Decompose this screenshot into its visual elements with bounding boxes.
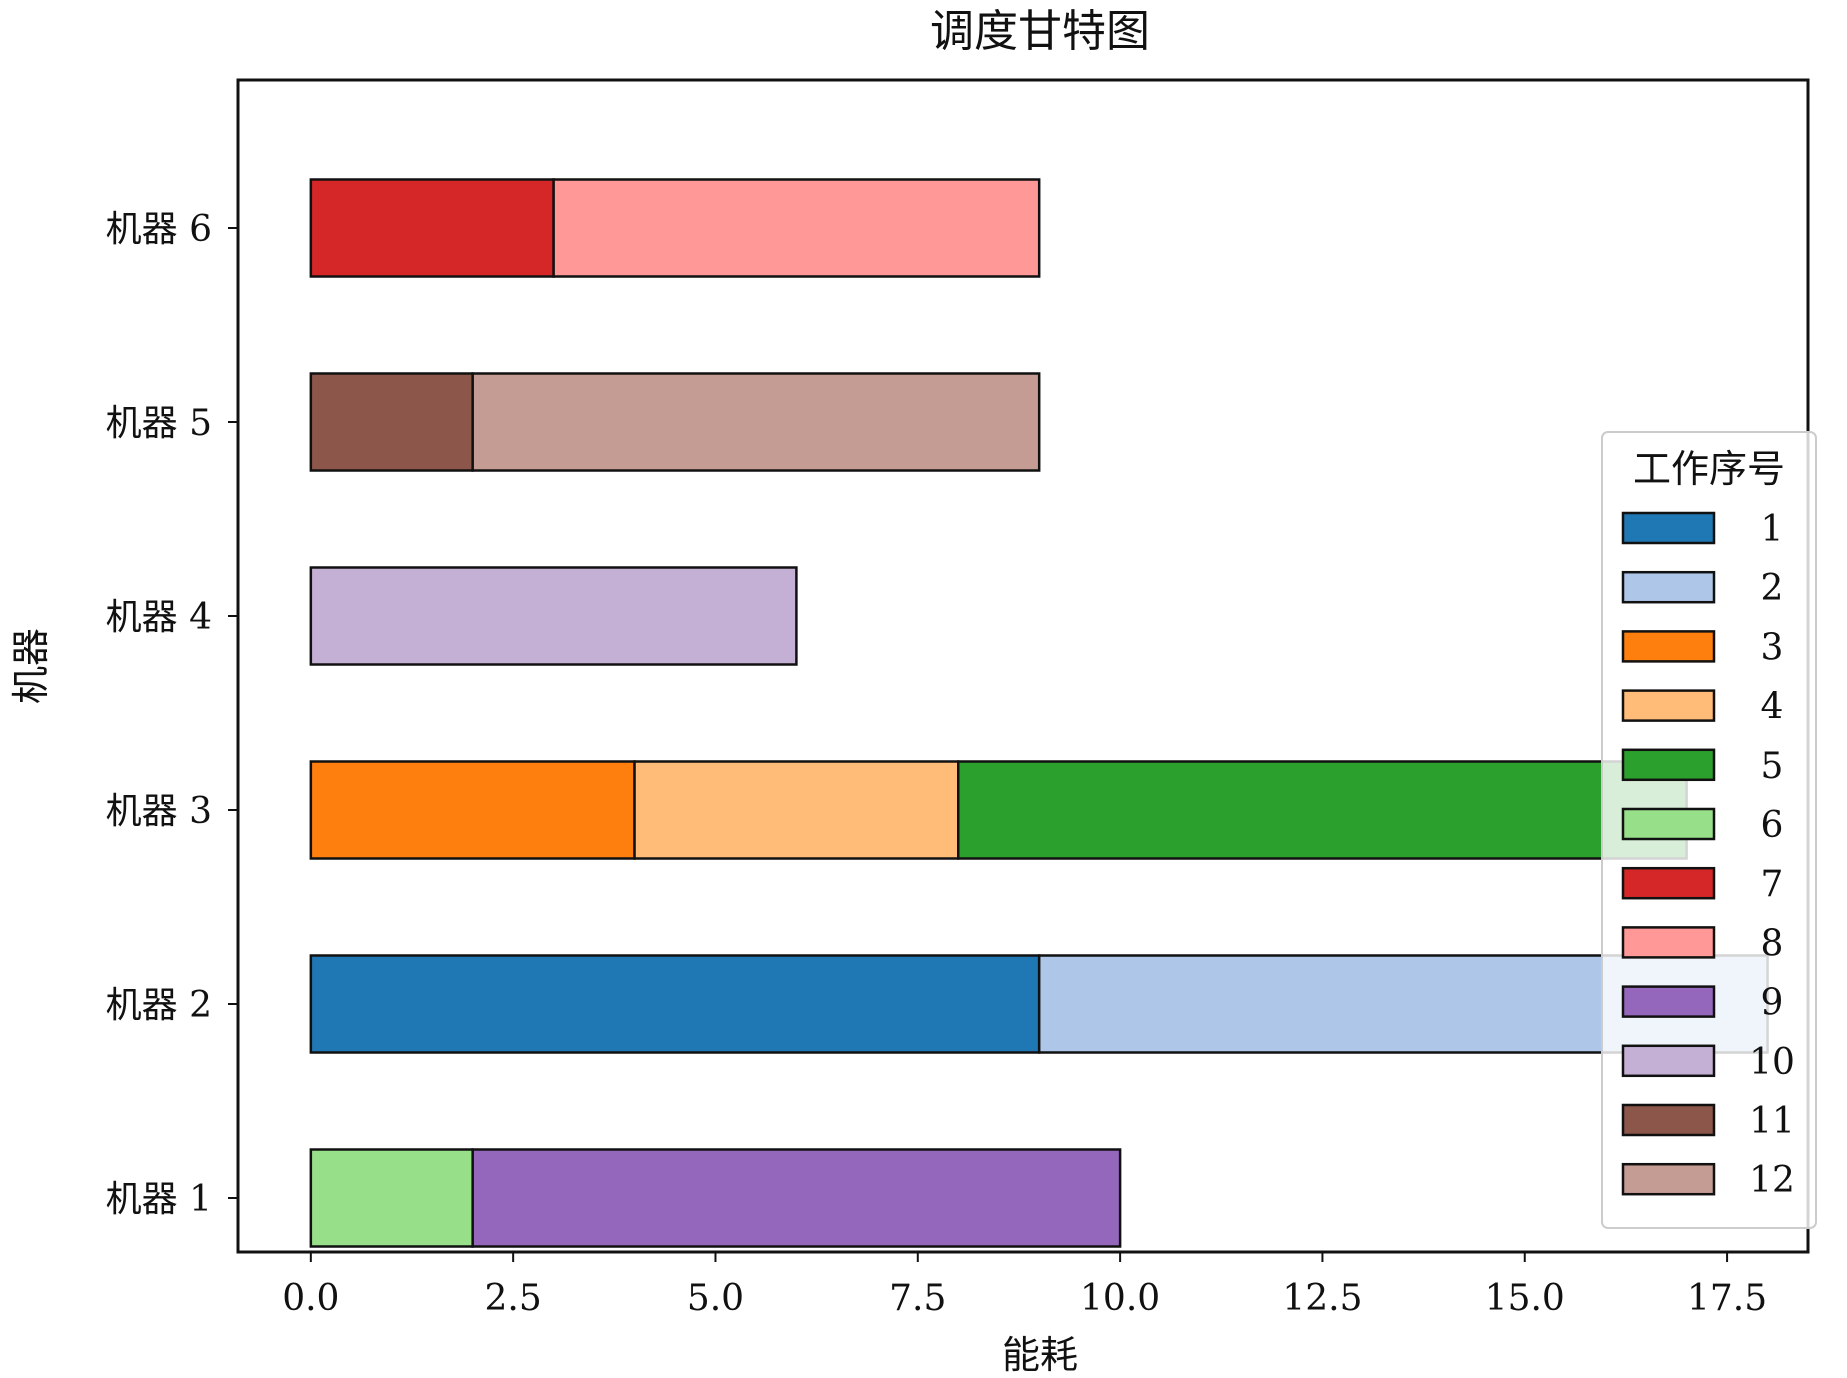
- bar-segment: [471, 1148, 1122, 1248]
- legend-swatch: [1621, 866, 1716, 900]
- chart-title: 调度甘特图: [930, 6, 1150, 57]
- y-tick-label: 机器 3: [106, 791, 212, 832]
- x-tick-label: 15.0: [1485, 1278, 1565, 1319]
- legend-label: 4: [1761, 687, 1784, 728]
- legend-label: 3: [1761, 627, 1784, 668]
- legend-swatch: [1621, 926, 1716, 959]
- y-tick-label: 机器 5: [106, 403, 212, 444]
- x-tick-label: 10.0: [1080, 1278, 1160, 1319]
- legend-label: 12: [1749, 1160, 1795, 1201]
- x-tick-label: 2.5: [485, 1278, 542, 1319]
- legend-label: 5: [1761, 746, 1784, 787]
- bar-segment: [309, 178, 555, 278]
- y-tick-label: 机器 1: [106, 1179, 212, 1220]
- legend-swatch: [1621, 1162, 1716, 1196]
- legend-swatch: [1621, 1103, 1716, 1137]
- legend-swatch: [1621, 630, 1716, 663]
- legend-label: 1: [1761, 509, 1784, 550]
- bar-segment: [957, 760, 1688, 860]
- bar-segment: [309, 954, 1041, 1054]
- legend-title: 工作序号: [1633, 447, 1785, 491]
- bars-layer: [309, 178, 1769, 1248]
- bar-segment: [471, 372, 1041, 472]
- legend-label: 11: [1749, 1101, 1795, 1142]
- legend-label: 7: [1761, 864, 1784, 905]
- bar-segment: [552, 178, 1041, 278]
- y-axis-ticks: 机器 1 机器 2 机器 3 机器 4 机器 5 机器 6: [106, 209, 238, 1220]
- x-tick-label: 12.5: [1282, 1278, 1362, 1319]
- legend-label: 6: [1761, 805, 1784, 846]
- bar-segment: [309, 566, 798, 666]
- y-tick-label: 机器 2: [106, 985, 212, 1026]
- legend-swatch: [1621, 1044, 1716, 1078]
- legend-label: 10: [1749, 1042, 1795, 1083]
- x-tick-label: 0.0: [282, 1278, 339, 1319]
- legend-label: 2: [1761, 568, 1784, 609]
- x-axis-label: 能耗: [1002, 1333, 1078, 1377]
- legend-swatch: [1621, 570, 1716, 604]
- legend-swatch: [1621, 511, 1716, 545]
- legend-swatch: [1621, 689, 1716, 722]
- bar-segment: [309, 372, 474, 472]
- y-axis-label: 机器: [9, 628, 53, 704]
- bar-segment: [309, 1148, 474, 1248]
- x-tick-label: 7.5: [889, 1278, 946, 1319]
- legend-swatch: [1621, 807, 1716, 841]
- bar-segment: [309, 760, 636, 860]
- y-tick-label: 机器 6: [106, 209, 212, 250]
- x-tick-label: 5.0: [687, 1278, 744, 1319]
- legend-label: 8: [1761, 923, 1784, 964]
- legend-swatch: [1621, 985, 1716, 1018]
- y-tick-label: 机器 4: [106, 597, 212, 638]
- x-axis-ticks: 0.0 2.5 5.0 7.5 10.0 12.5 15.0 17.5: [282, 1252, 1767, 1319]
- bar-segment: [633, 760, 960, 860]
- legend-swatch: [1621, 748, 1716, 782]
- x-tick-label: 17.5: [1687, 1278, 1767, 1319]
- legend-label: 9: [1761, 983, 1784, 1024]
